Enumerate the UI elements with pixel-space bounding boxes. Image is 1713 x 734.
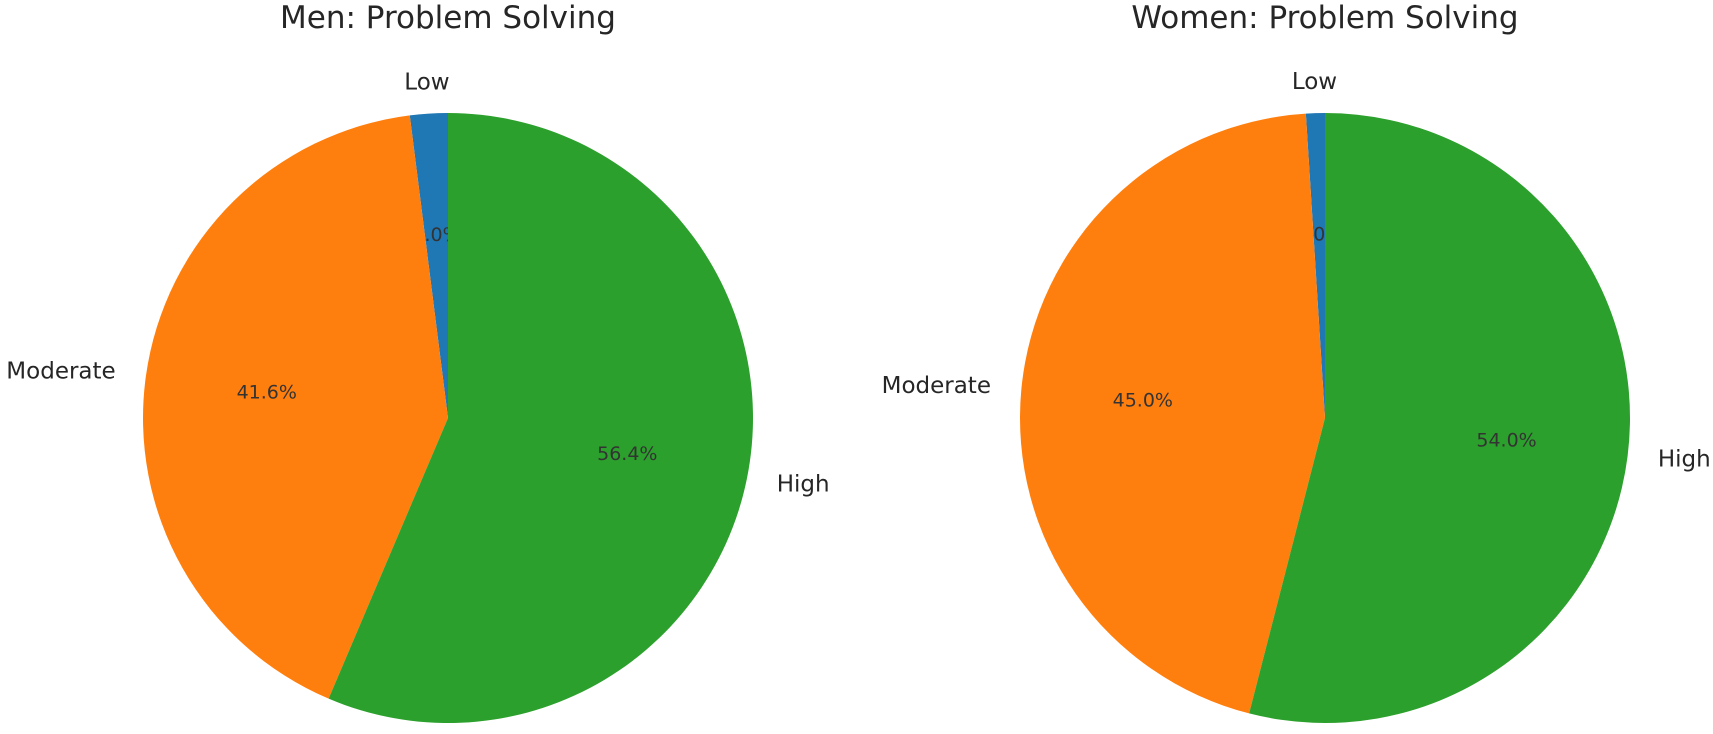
women-percent-label-moderate: 45.0% bbox=[1113, 389, 1173, 411]
men-slice-moderate bbox=[143, 115, 448, 699]
women-slice-low bbox=[1305, 113, 1325, 418]
men-pie-chart: Men: Problem Solving Low2.0%Moderate41.6… bbox=[6, 0, 830, 723]
men-category-label-moderate: Moderate bbox=[6, 358, 115, 384]
women-category-label-low: Low bbox=[1292, 69, 1337, 95]
men-percent-label-moderate: 41.6% bbox=[237, 381, 297, 403]
men-percent-label-high: 56.4% bbox=[597, 443, 657, 465]
women-category-label-high: High bbox=[1658, 447, 1711, 473]
men-category-label-low: Low bbox=[404, 70, 449, 96]
women-category-label-moderate: Moderate bbox=[882, 373, 991, 399]
men-chart-title: Men: Problem Solving bbox=[280, 0, 616, 36]
women-pie-chart: Women: Problem Solving Low1.0%Moderate45… bbox=[882, 0, 1711, 723]
women-chart-title: Women: Problem Solving bbox=[1131, 0, 1518, 36]
men-category-label-high: High bbox=[777, 472, 830, 498]
women-percent-label-high: 54.0% bbox=[1476, 429, 1536, 451]
women-slice-moderate bbox=[1020, 113, 1325, 714]
men-slice-low bbox=[409, 113, 448, 418]
men-slice-high bbox=[328, 112, 754, 723]
women-slice-high bbox=[1249, 112, 1630, 723]
